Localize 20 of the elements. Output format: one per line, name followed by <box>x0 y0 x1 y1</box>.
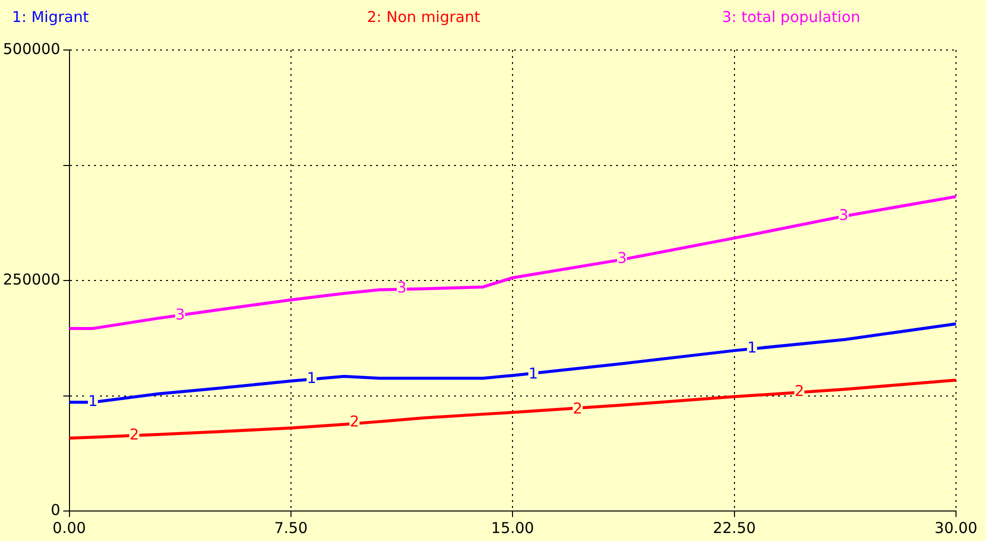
text: 1: Migrant <box>12 8 89 26</box>
annotation: 2 <box>130 425 140 444</box>
x-tick-label: 22.50 <box>712 518 756 537</box>
y-tick-label: 0 <box>50 500 60 519</box>
text: 3: total population <box>722 8 860 26</box>
text: 2: Non migrant <box>367 8 480 26</box>
annotation: 3 <box>175 305 185 324</box>
y-tick-label: 250000 <box>2 270 60 288</box>
x-tick-label: 30.00 <box>934 518 978 537</box>
annotation: 2 <box>794 382 804 400</box>
x-tick-label: 7.50 <box>274 518 308 537</box>
annotation: 1 <box>747 338 757 357</box>
y-tick-label: 500000 <box>2 40 60 58</box>
annotation: 2 <box>350 412 360 430</box>
x-tick-label: 0.00 <box>52 518 86 537</box>
annotation: 1 <box>528 364 538 382</box>
annotation: 2 <box>572 399 582 418</box>
x-tick-label: 15.00 <box>491 518 534 537</box>
annotation: 3 <box>397 278 407 297</box>
annotation: 1 <box>306 369 316 388</box>
